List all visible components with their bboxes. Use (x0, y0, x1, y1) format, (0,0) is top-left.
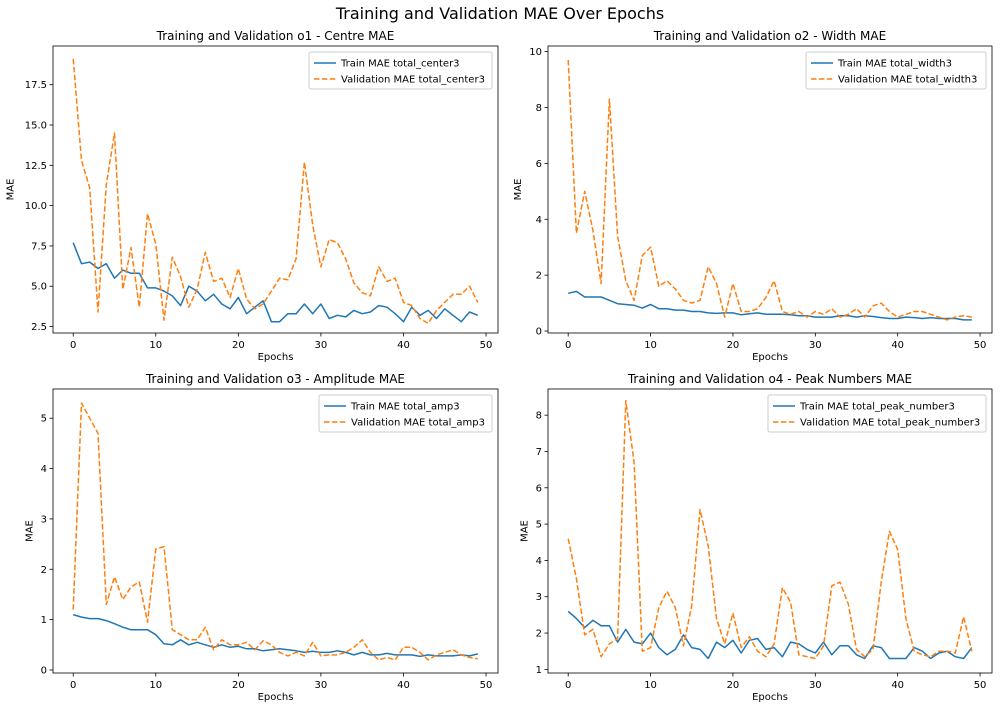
subplot-4: Training and Validation o4 - Peak Number… (520, 372, 993, 703)
axes-frame (52, 45, 499, 334)
validation-series-line (567, 399, 973, 660)
y-tick-label: 8 (536, 103, 542, 114)
y-tick-label: 2 (536, 271, 542, 282)
legend-label: Validation MAE total_width3 (838, 75, 977, 86)
legend-label: Train MAE total_peak_number3 (799, 402, 955, 413)
legend-box (805, 51, 987, 90)
x-tick-label: 10 (644, 340, 657, 351)
y-tick-label: 7 (536, 447, 542, 458)
legend-label: Validation MAE total_peak_number3 (800, 418, 980, 429)
x-tick-label: 10 (149, 680, 162, 691)
y-tick-label: 3 (536, 592, 542, 603)
x-axis-label: Epochs (258, 692, 294, 703)
subplot-1: Training and Validation o1 - Centre MAE 0… (5, 29, 499, 363)
x-axis-label: Epochs (752, 692, 788, 703)
legend-box (767, 394, 987, 433)
y-tick-label: 17.5 (25, 80, 47, 91)
axes-frame (52, 388, 499, 674)
x-tick-label: 40 (397, 680, 410, 691)
y-tick-label: 2 (536, 629, 542, 640)
x-tick-label: 50 (480, 340, 493, 351)
y-tick-label: 8 (536, 411, 542, 422)
legend: Train MAE total_peak_number3 Validation M… (767, 394, 987, 433)
y-tick-label: 4 (536, 556, 542, 567)
x-tick-label: 20 (727, 340, 740, 351)
validation-series-line (72, 402, 478, 661)
y-tick-label: 5.0 (31, 282, 47, 293)
y-axis-label: MAE (513, 179, 524, 201)
y-tick-label: 4 (41, 464, 47, 475)
y-tick-label: 5 (536, 520, 542, 531)
figure-suptitle: Training and Validation MAE Over Epochs (335, 4, 664, 23)
subplot-3: Training and Validation o3 - Amplitude M… (25, 372, 499, 703)
legend-box (308, 51, 493, 90)
x-tick-label: 0 (565, 340, 571, 351)
validation-series-line (72, 58, 479, 325)
y-axis-label: MAE (25, 520, 36, 542)
y-tick-label: 12.5 (25, 161, 47, 172)
axes-frame (547, 388, 993, 674)
train-series-line (72, 242, 479, 323)
x-tick-label: 40 (891, 680, 904, 691)
y-tick-label: 6 (536, 483, 542, 494)
y-tick-label: 4 (536, 215, 542, 226)
x-tick-label: 30 (809, 340, 822, 351)
y-tick-label: 10 (529, 47, 542, 58)
y-tick-label: 10.0 (25, 201, 47, 212)
legend-label: Train MAE total_center3 (340, 59, 460, 70)
train-series-line (567, 610, 973, 660)
legend: Train MAE total_width3 Validation MAE tot… (805, 51, 987, 90)
y-tick-label: 2 (41, 565, 47, 576)
subplot-title: Training and Validation o2 - Width MAE (653, 29, 886, 43)
x-tick-label: 10 (644, 680, 657, 691)
legend: Train MAE total_center3 Validation MAE to… (308, 51, 493, 90)
y-tick-label: 1 (536, 665, 542, 676)
x-tick-label: 10 (149, 340, 162, 351)
y-tick-label: 2.5 (31, 322, 47, 333)
x-tick-label: 40 (397, 340, 410, 351)
legend-box (318, 394, 493, 433)
subplot-title: Training and Validation o3 - Amplitude M… (145, 372, 405, 386)
x-tick-label: 0 (70, 680, 76, 691)
x-tick-label: 20 (727, 680, 740, 691)
x-tick-label: 20 (232, 340, 245, 351)
legend-label: Validation MAE total_center3 (341, 75, 485, 86)
x-axis-label: Epochs (752, 352, 788, 363)
y-tick-label: 1 (41, 615, 47, 626)
x-tick-label: 0 (70, 340, 76, 351)
legend-label: Train MAE total_amp3 (350, 402, 460, 413)
x-tick-label: 30 (809, 680, 822, 691)
x-tick-label: 0 (565, 680, 571, 691)
y-tick-label: 5 (41, 414, 47, 425)
x-axis-label: Epochs (258, 352, 294, 363)
subplot-title: Training and Validation o1 - Centre MAE (156, 29, 395, 43)
y-tick-label: 3 (41, 514, 47, 525)
x-tick-label: 20 (232, 680, 245, 691)
x-tick-label: 30 (315, 680, 328, 691)
subplot-title: Training and Validation o4 - Peak Number… (627, 372, 912, 386)
legend-label: Train MAE total_width3 (837, 59, 952, 70)
y-tick-label: 0 (536, 327, 542, 338)
x-tick-label: 50 (974, 340, 987, 351)
y-tick-label: 6 (536, 159, 542, 170)
y-tick-label: 15.0 (25, 121, 47, 132)
x-tick-label: 30 (315, 340, 328, 351)
y-axis-label: MAE (520, 520, 531, 542)
validation-series-line (567, 59, 972, 321)
legend-label: Validation MAE total_amp3 (351, 418, 485, 429)
subplot-2: Training and Validation o2 - Width MAE 0 1… (513, 29, 993, 363)
legend: Train MAE total_amp3 Validation MAE total… (318, 394, 493, 433)
y-tick-label: 7.5 (31, 241, 47, 252)
axes-frame (547, 45, 993, 334)
x-tick-label: 40 (891, 340, 904, 351)
y-tick-label: 0 (41, 665, 47, 676)
train-series-line (568, 290, 972, 321)
y-axis-label: MAE (5, 179, 16, 201)
x-tick-label: 50 (974, 680, 987, 691)
x-tick-label: 50 (480, 680, 493, 691)
